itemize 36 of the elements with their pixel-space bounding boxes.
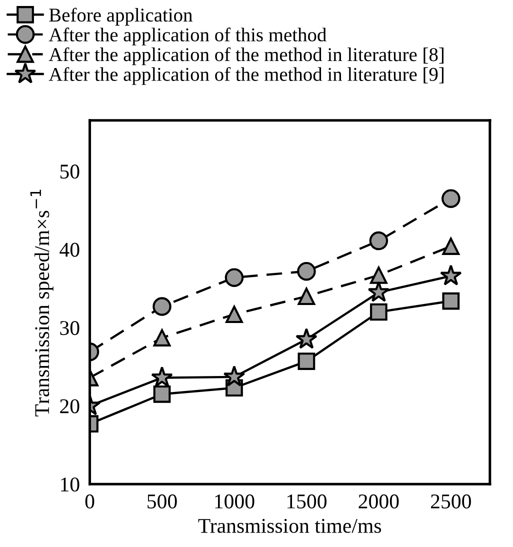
legend-label: Before application <box>49 8 192 26</box>
y-tick-label: 50 <box>60 164 80 179</box>
x-axis-title: Transmission time/ms <box>198 518 382 533</box>
point <box>442 238 460 255</box>
point <box>152 297 172 316</box>
point <box>153 385 171 403</box>
point <box>151 366 173 388</box>
point <box>370 303 388 321</box>
point <box>442 189 460 208</box>
point <box>442 292 460 310</box>
point <box>369 231 388 250</box>
point <box>297 262 316 281</box>
point <box>440 264 462 286</box>
point <box>298 352 316 370</box>
y-tick-label: 40 <box>60 242 80 257</box>
point <box>153 329 171 346</box>
point <box>296 328 318 349</box>
legend-label: After the application of this method <box>48 28 326 46</box>
point <box>224 268 244 287</box>
x-tick-label: 1500 <box>287 494 326 508</box>
legend-label: After the application of the method in literature [8] <box>48 47 444 66</box>
point <box>370 266 388 284</box>
x-tick-label: 1000 <box>215 494 254 508</box>
y-tick-label: 30 <box>60 321 80 336</box>
y-tick-label: 10 <box>61 477 80 492</box>
x-tick-label: 500 <box>148 494 177 508</box>
point <box>368 280 390 302</box>
y-axis-title: Transmission speed/m×s$^{−1}$ <box>30 190 54 416</box>
point <box>223 365 246 386</box>
point <box>298 288 316 306</box>
point <box>226 306 243 324</box>
y-tick-label: 20 <box>60 399 80 414</box>
legend-label: After the application of the method in literature [9] <box>48 67 444 85</box>
x-tick-label: 2500 <box>430 494 471 508</box>
x-tick-label: 0 <box>85 494 94 508</box>
x-tick-label: 2000 <box>358 494 399 508</box>
